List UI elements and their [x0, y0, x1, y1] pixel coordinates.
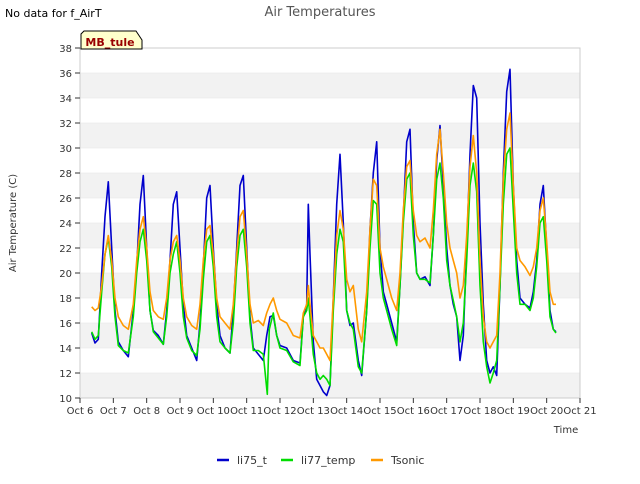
y-tick-label: 36 — [59, 69, 72, 80]
y-tick-label: 22 — [59, 244, 72, 255]
series-layer — [90, 68, 557, 397]
site-label-box: MB_tule — [80, 30, 143, 50]
x-tick-label: Oct 14 — [330, 406, 363, 417]
x-tick-label: Oct 15 — [363, 406, 396, 417]
y-tick-label: 26 — [59, 194, 72, 205]
series-line-li77_temp — [90, 147, 557, 396]
grid-band — [80, 273, 580, 298]
legend-item-li77_temp: li77_temp — [281, 454, 355, 467]
y-tick-label: 28 — [59, 169, 72, 180]
chart-title: Air Temperatures — [264, 5, 375, 20]
x-tick-label: Oct 20 — [530, 406, 563, 417]
x-tick-label: Oct 9 — [167, 406, 194, 417]
y-tick-label: 14 — [59, 344, 72, 355]
y-tick-label: 16 — [59, 319, 72, 330]
x-tick-label: Oct 13 — [297, 406, 330, 417]
legend-label: li75_t — [237, 454, 268, 467]
x-tick-label: Oct 11 — [230, 406, 263, 417]
x-tick-label: Oct 18 — [463, 406, 496, 417]
x-tick-label: Oct 12 — [263, 406, 296, 417]
y-tick-label: 12 — [59, 369, 72, 380]
y-tick-label: 20 — [59, 269, 72, 280]
legend-item-li75_t: li75_t — [217, 454, 268, 467]
x-tick-label: Oct 7 — [100, 406, 127, 417]
y-tick-label: 32 — [59, 119, 72, 130]
x-tick-label: Oct 16 — [397, 406, 430, 417]
y-tick-label: 18 — [59, 294, 72, 305]
x-tick-label: Oct 21 — [563, 406, 596, 417]
no-data-note: No data for f_AirT — [5, 7, 102, 20]
x-tick-label: Oct 19 — [497, 406, 530, 417]
series-line-Tsonic — [91, 112, 556, 362]
legend-label: Tsonic — [390, 454, 424, 467]
y-tick-label: 24 — [59, 219, 72, 230]
x-axis-label: Time — [553, 425, 578, 436]
grid-band — [80, 73, 580, 98]
y-tick-label: 10 — [59, 394, 72, 405]
y-tick-label: 30 — [59, 144, 72, 155]
grid-band — [80, 123, 580, 148]
y-axis: 10 12 14 16 18 20 22 24 26 28 30 32 34 36 38 — [59, 44, 80, 405]
background-bands — [80, 47, 580, 399]
y-tick-label: 34 — [59, 94, 72, 105]
y-axis-label: Air Temperature (C) — [8, 174, 19, 272]
x-tick-label: Oct 8 — [133, 406, 160, 417]
grid-band — [80, 223, 580, 248]
legend-label: li77_temp — [301, 454, 355, 467]
site-label: MB_tule — [85, 36, 134, 49]
legend-item-Tsonic: Tsonic — [371, 454, 424, 467]
y-tick-label: 38 — [59, 44, 72, 55]
x-tick-label: Oct 10 — [197, 406, 230, 417]
legend: li75_t li77_temp Tsonic — [217, 454, 424, 467]
grid-band — [80, 173, 580, 198]
x-axis: Oct 6 Oct 7 Oct 8 Oct 9 Oct 10 Oct 11 Oct 12 Oc… — [67, 398, 597, 417]
grid-band — [80, 323, 580, 348]
x-tick-label: Oct 17 — [430, 406, 463, 417]
x-tick-label: Oct 6 — [67, 406, 94, 417]
